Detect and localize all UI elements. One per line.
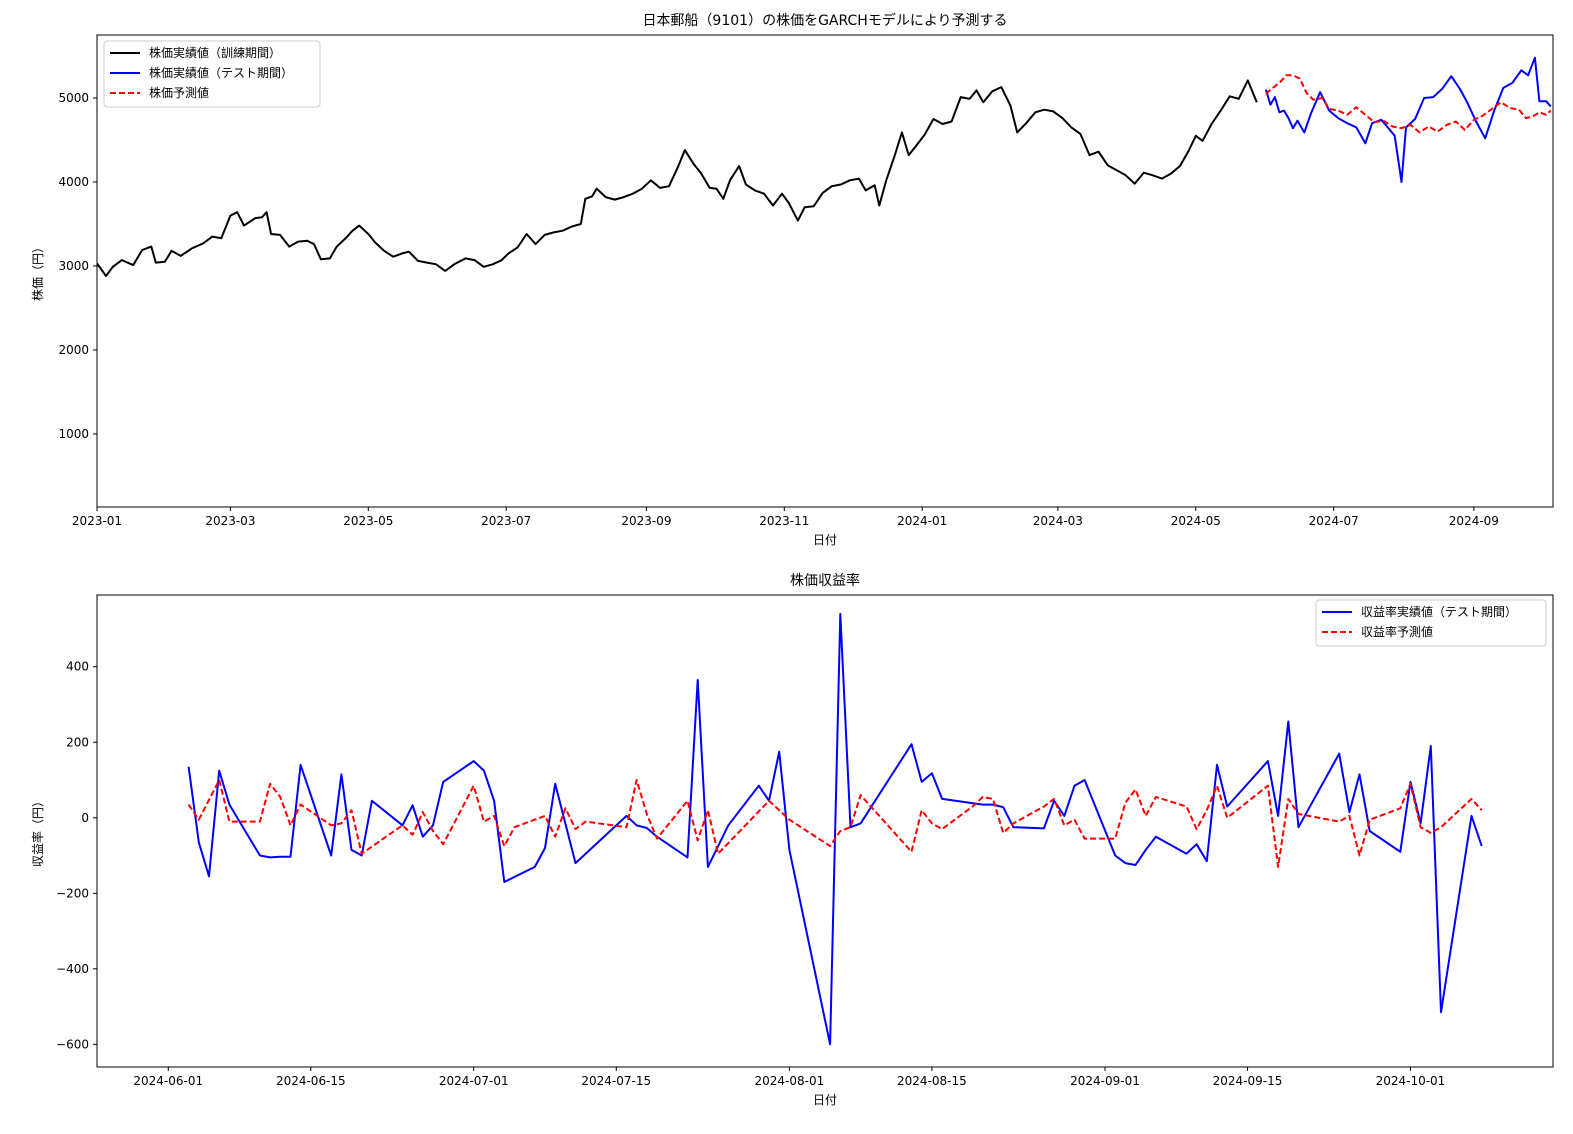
series-line-1 xyxy=(1264,56,1552,183)
x-tick-label: 2023-05 xyxy=(343,514,393,528)
y-tick-label: 200 xyxy=(66,735,89,749)
x-tick-label: 2023-07 xyxy=(481,514,531,528)
x-tick-label: 2024-07-15 xyxy=(581,1074,651,1088)
y-tick-label: 2000 xyxy=(58,343,89,357)
series-line-2 xyxy=(1265,74,1552,134)
legend-box xyxy=(103,40,321,108)
x-tick-label: 2024-08-01 xyxy=(754,1074,824,1088)
y-tick-label: 0 xyxy=(81,811,89,825)
x-tick-label: 2024-09-01 xyxy=(1070,1074,1140,1088)
legend: 収益率実績値（テスト期間） 収益率予測値 xyxy=(1315,599,1547,647)
series-line-0 xyxy=(97,79,1258,277)
y-tick-label: −200 xyxy=(56,886,89,900)
x-tick-label: 2024-09-15 xyxy=(1213,1074,1283,1088)
x-tick-label: 2024-07 xyxy=(1309,514,1359,528)
legend-box xyxy=(1315,599,1547,647)
legend-label: 株価実績値（テスト期間） xyxy=(149,65,293,80)
legend: 株価実績値（訓練期間） 株価実績値（テスト期間） 株価予測値 xyxy=(103,40,321,108)
plot-frame xyxy=(96,34,1554,508)
x-tick-label: 2023-03 xyxy=(205,514,255,528)
x-tick-label: 2024-05 xyxy=(1171,514,1221,528)
y-tick-label: −400 xyxy=(56,962,89,976)
x-tick-label: 2023-09 xyxy=(621,514,671,528)
x-tick-label: 2023-01 xyxy=(72,514,122,528)
legend-label: 株価実績値（訓練期間） xyxy=(149,45,281,60)
stock-price-chart: 日本郵船（9101）の株価をGARCHモデルにより予測する 2023-01 2023… xyxy=(30,12,1554,547)
x-axis-label: 日付 xyxy=(813,1093,837,1107)
x-tick-label: 2024-07-01 xyxy=(439,1074,509,1088)
y-axis-label: 株価（円） xyxy=(30,241,45,301)
y-axis-label: 収益率（円） xyxy=(30,795,45,867)
legend-label: 収益率実績値（テスト期間） xyxy=(1361,604,1517,619)
x-tick-label: 2024-10-01 xyxy=(1376,1074,1446,1088)
x-tick-label: 2024-01 xyxy=(897,514,947,528)
y-tick-label: 400 xyxy=(66,660,89,674)
x-tick-label: 2024-08-15 xyxy=(897,1074,967,1088)
y-tick-label: 1000 xyxy=(58,427,89,441)
plot-frame xyxy=(96,594,1554,1068)
legend-label: 株価予測値 xyxy=(149,85,209,100)
y-tick-label: 3000 xyxy=(58,259,89,273)
legend-label: 収益率予測値 xyxy=(1361,624,1433,639)
x-axis-label: 日付 xyxy=(813,533,837,547)
x-tick-label: 2024-06-01 xyxy=(133,1074,203,1088)
return-rate-chart: 株価収益率 2024-06-01 2024-06-15 2024-07-01 2024-… xyxy=(30,572,1554,1107)
y-tick-label: 4000 xyxy=(58,175,89,189)
chart-title: 日本郵船（9101）の株価をGARCHモデルにより予測する xyxy=(642,12,1007,29)
y-tick-label: 5000 xyxy=(58,91,89,105)
x-tick-label: 2024-03 xyxy=(1033,514,1083,528)
y-tick-label: −600 xyxy=(56,1037,89,1051)
chart-title: 株価収益率 xyxy=(790,572,860,589)
x-tick-label: 2024-09 xyxy=(1449,514,1499,528)
x-tick-label: 2024-06-15 xyxy=(276,1074,346,1088)
series-line-1 xyxy=(187,779,1483,868)
series-line-0 xyxy=(187,612,1483,1046)
x-tick-label: 2023-11 xyxy=(759,514,809,528)
